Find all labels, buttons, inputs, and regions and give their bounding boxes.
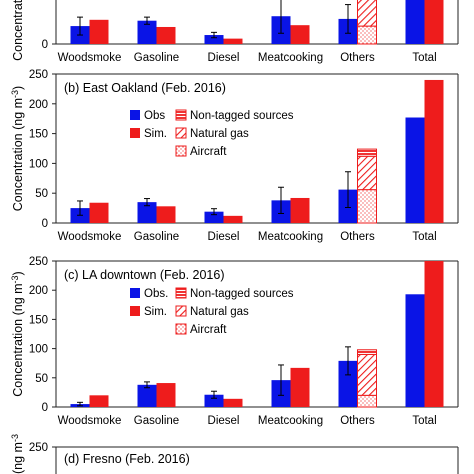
legend-label: Sim. [144, 306, 167, 318]
x-tick-label: Meatcooking [258, 415, 323, 427]
x-tick-label: Meatcooking [258, 231, 323, 243]
bar-obs [405, 0, 425, 44]
bar-others-stack [357, 148, 377, 157]
y-axis-label: (ng m-3 [10, 434, 25, 474]
x-tick-label: Woodsmoke [58, 52, 122, 64]
panel-title: (c) LA downtown (Feb. 2016) [64, 268, 225, 282]
bar-sim [89, 19, 109, 44]
bar-obs [137, 20, 157, 44]
y-tick-label: 200 [29, 99, 48, 111]
y-tick-label: 200 [29, 285, 48, 297]
legend-label: Obs. [144, 288, 168, 300]
bar-obs [338, 360, 358, 407]
bar-sim [424, 261, 444, 407]
bar-obs [405, 294, 425, 407]
legend-label: Non-tagged sources [190, 288, 294, 300]
legend-label: Aircraft [190, 146, 227, 158]
bar-sim [89, 395, 109, 407]
bar-sim [156, 26, 176, 44]
x-tick-label: Others [340, 415, 375, 427]
y-axis-label: Concentration (ng m-3) [10, 271, 25, 396]
bar-obs [204, 394, 224, 407]
legend-swatch [130, 288, 140, 298]
x-tick-label: Others [340, 231, 375, 243]
legend-swatch [175, 287, 187, 299]
legend-label: Aircraft [190, 324, 227, 336]
x-tick-label: Gasoline [134, 415, 179, 427]
y-tick-label: 0 [42, 39, 48, 51]
y-tick-label: 0 [42, 402, 48, 414]
y-tick-label: 50 [35, 373, 48, 385]
bar-others-stack [357, 155, 377, 191]
x-tick-label: Total [412, 231, 436, 243]
bar-obs [204, 211, 224, 223]
legend-label: Non-tagged sources [190, 110, 294, 122]
y-tick-label: 150 [29, 314, 48, 326]
bar-obs [204, 35, 224, 44]
y-tick-label: 0 [42, 218, 48, 230]
legend-label: Obs [144, 110, 165, 122]
y-tick-label: 150 [29, 129, 48, 141]
bar-sim [424, 79, 444, 224]
y-axis-label: Concentration [11, 0, 25, 61]
legend-swatch [130, 110, 140, 120]
legend-swatch [130, 128, 140, 138]
y-tick-label: 100 [29, 344, 48, 356]
bar-sim [424, 0, 444, 44]
x-tick-label: Gasoline [134, 231, 179, 243]
legend-swatch [130, 306, 140, 316]
bar-sim [89, 202, 109, 223]
x-tick-label: Diesel [208, 52, 240, 64]
bar-others-stack [357, 349, 377, 355]
bar-others-stack [357, 0, 377, 27]
panel-b: 0 50 100 150 200 250 Concentration (ng m-3) (b)… [10, 69, 459, 243]
panel-title: (d) Fresno (Feb. 2016) [64, 452, 190, 466]
legend-swatch [175, 305, 187, 317]
bar-others-stack [357, 353, 377, 396]
panel-d: 250 (ng m-3 (d) Fresno (Feb. 2016) [10, 434, 459, 474]
bar-sim [290, 367, 310, 407]
bar-others-stack [357, 189, 377, 224]
bar-obs [137, 384, 157, 407]
x-tick-label: Others [340, 52, 375, 64]
y-tick-label: 250 [29, 69, 48, 81]
y-axis-label: Concentration (ng m-3) [10, 86, 25, 211]
legend-swatch [175, 145, 187, 157]
bar-sim [156, 383, 176, 407]
legend-label: Natural gas [190, 306, 249, 318]
legend-swatch [175, 109, 187, 121]
x-tick-label: Diesel [208, 231, 240, 243]
bar-sim [223, 215, 243, 223]
bar-sim [290, 197, 310, 223]
bar-others-stack [357, 394, 377, 408]
y-tick-label: 250 [29, 442, 48, 454]
x-tick-label: Woodsmoke [58, 231, 122, 243]
y-tick-label: 250 [29, 256, 48, 268]
x-tick-label: Meatcooking [258, 52, 323, 64]
bar-obs [137, 202, 157, 223]
bar-sim [156, 206, 176, 223]
legend-label: Sim. [144, 128, 167, 140]
x-tick-label: Woodsmoke [58, 415, 122, 427]
x-tick-label: Gasoline [134, 52, 179, 64]
x-tick-label: Total [412, 415, 436, 427]
x-tick-label: Diesel [208, 415, 240, 427]
x-tick-label: Total [412, 52, 436, 64]
y-tick-label: 50 [35, 188, 48, 200]
panel-c: 0 50 100 150 200 250 Concentration (ng m-3) (c)… [10, 256, 459, 427]
legend-swatch [175, 323, 187, 335]
bar-sim [290, 25, 310, 44]
panel-a: 0 Concentration Woodsmoke Gasoline Diesel Mea… [11, 0, 459, 64]
panel-title: (b) East Oakland (Feb. 2016) [64, 81, 226, 95]
legend-swatch [175, 127, 187, 139]
bar-sim [223, 38, 243, 44]
bar-sim [223, 398, 243, 407]
bar-others-stack [357, 25, 377, 45]
legend-label: Natural gas [190, 128, 249, 140]
bar-obs [405, 117, 425, 223]
y-tick-label: 100 [29, 158, 48, 170]
